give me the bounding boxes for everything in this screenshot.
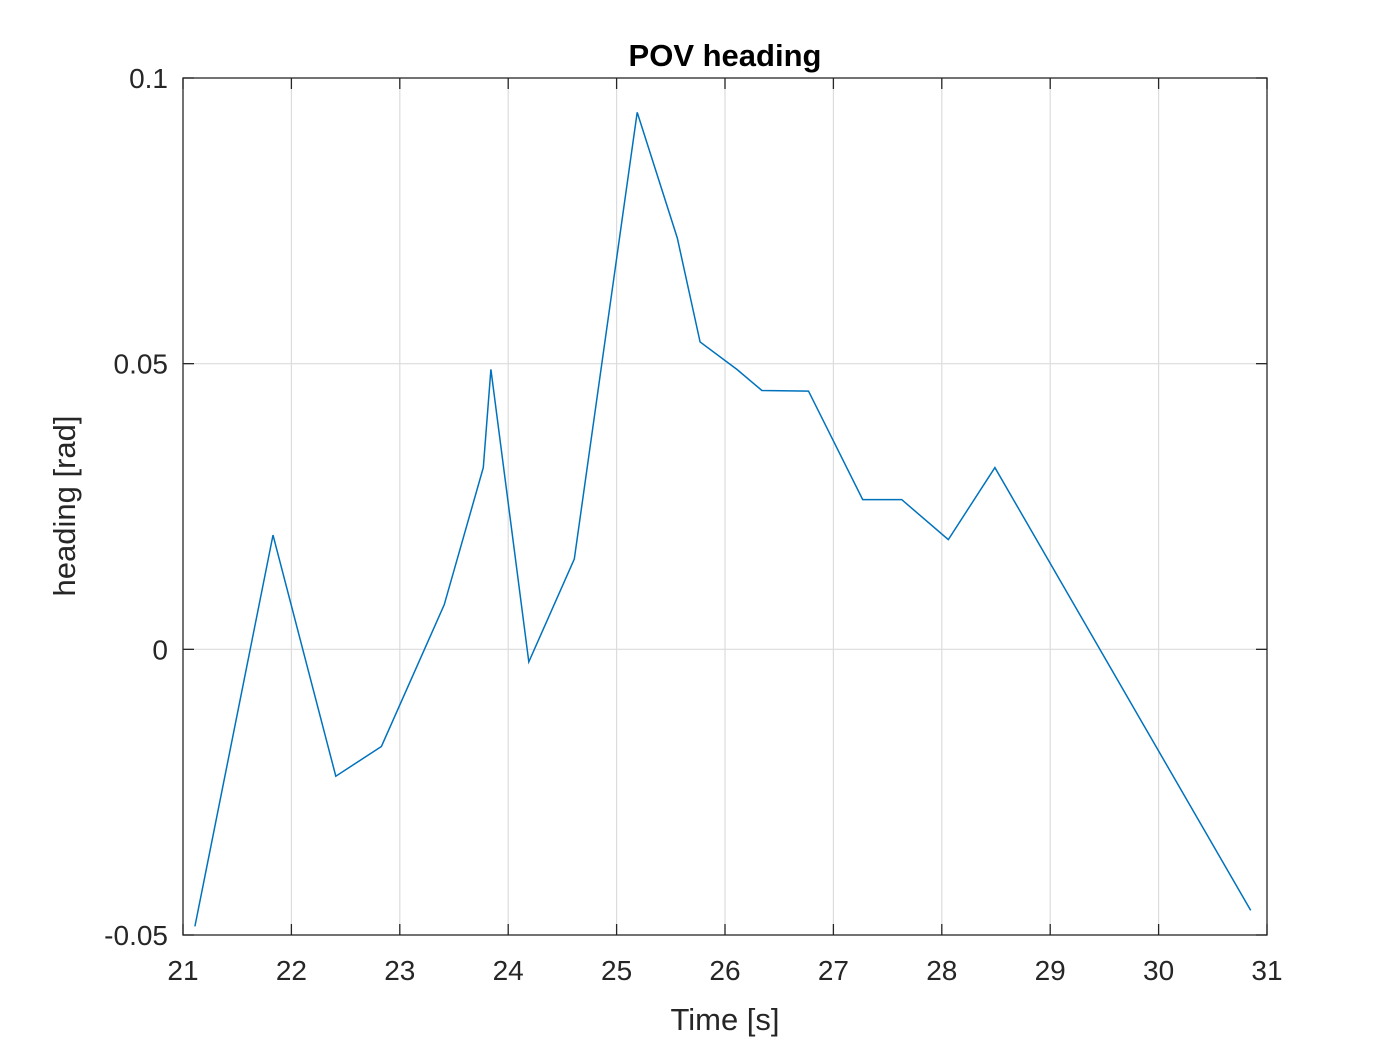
x-tick-label: 22 [276, 955, 307, 986]
series-layer [194, 112, 1252, 927]
y-tick-label: -0.05 [104, 920, 168, 951]
y-tick-label: 0 [152, 634, 168, 665]
x-tick-label: 28 [926, 955, 957, 986]
x-tick-label: 31 [1251, 955, 1282, 986]
y-tick-label: 0.1 [129, 63, 168, 94]
y-tick-label: 0.05 [114, 349, 169, 380]
series-line [194, 112, 1252, 927]
x-axis-title: Time [s] [670, 1002, 779, 1037]
y-axis-title: heading [rad] [47, 416, 82, 597]
x-tick-label: 26 [709, 955, 740, 986]
x-tick-label: 24 [493, 955, 524, 986]
chart-title: POV heading [629, 38, 822, 73]
x-tick-label: 21 [167, 955, 198, 986]
ticks: 21 22 23 24 25 26 27 28 29 30 31 -0.05 0 0.05 0.1 [104, 63, 1282, 986]
x-tick-label: 27 [818, 955, 849, 986]
x-tick-label: 29 [1035, 955, 1066, 986]
x-tick-label: 30 [1143, 955, 1174, 986]
x-tick-label: 25 [601, 955, 632, 986]
x-tick-label: 23 [384, 955, 415, 986]
grid [183, 78, 1267, 935]
